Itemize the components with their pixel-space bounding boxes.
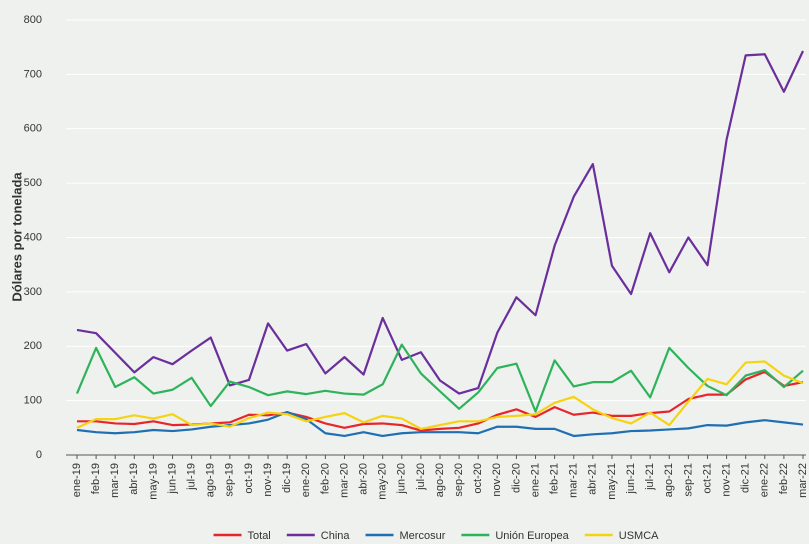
x-tick-label: dic-20 [510,463,522,493]
y-tick-label: 800 [24,14,42,26]
x-tick-label: dic-21 [740,463,752,493]
x-tick-label: mar-20 [338,463,350,498]
x-tick-label: ene-21 [529,463,541,497]
x-tick-label: jun-20 [396,463,408,495]
y-tick-label: 500 [24,177,42,189]
x-tick-label: feb-22 [778,463,790,494]
x-tick-label: nov-19 [262,463,274,497]
series-line [76,410,804,438]
x-tick-label: feb-20 [319,463,331,494]
y-tick-label: 700 [24,68,42,80]
x-tick-label: abr-21 [587,463,599,495]
x-tick-label: ene-20 [300,463,312,497]
x-tick-label: nov-21 [720,463,732,497]
x-tick-label: may-21 [606,463,618,500]
x-tick-label: dic-19 [281,463,293,493]
x-tick-label: mar-21 [568,463,580,498]
y-tick-label: 600 [24,123,42,135]
y-tick-label: 100 [24,395,42,407]
x-tick-label: nov-20 [491,463,503,497]
series-line [75,343,804,413]
legend-label: USMCA [619,530,659,542]
legend-label: China [321,530,351,542]
x-tick-label: jun-21 [625,463,637,495]
x-tick-label: mar-19 [109,463,121,498]
series-line [76,360,804,430]
x-tick-label: may-19 [147,463,159,500]
x-tick-label: ago-19 [205,463,217,497]
y-tick-label: 300 [24,286,42,298]
x-tick-label: may-20 [377,463,389,500]
y-tick-label: 0 [36,449,42,461]
x-tick-label: ene-22 [759,463,771,497]
x-tick-label: jul-20 [415,463,427,491]
series-line [76,50,804,395]
x-tick-label: oct-20 [472,463,484,494]
x-tick-label: oct-19 [243,463,255,494]
y-tick-label: 400 [24,231,42,243]
x-tick-label: feb-21 [549,463,561,494]
x-tick-label: feb-19 [90,463,102,494]
x-tick-label: sep-20 [453,463,465,497]
x-tick-label: jul-21 [644,463,656,491]
legend-label: Mercosur [400,530,446,542]
x-tick-label: abr-19 [128,463,140,495]
x-tick-label: sep-21 [682,463,694,497]
x-tick-label: oct-21 [701,463,713,494]
x-tick-label: sep-19 [224,463,236,497]
x-tick-label: abr-20 [357,463,369,495]
legend-label: Total [248,530,271,542]
x-tick-label: ene-19 [71,463,83,497]
x-tick-label: jun-19 [166,463,178,495]
y-axis-label: Dólares por tonelada [9,172,24,302]
x-tick-label: jul-19 [186,463,198,491]
x-tick-label: ago-21 [663,463,675,497]
x-tick-label: ago-20 [434,463,446,497]
legend-label: Unión Europea [495,530,569,542]
x-tick-label: mar-22 [797,463,809,498]
y-tick-label: 200 [24,340,42,352]
